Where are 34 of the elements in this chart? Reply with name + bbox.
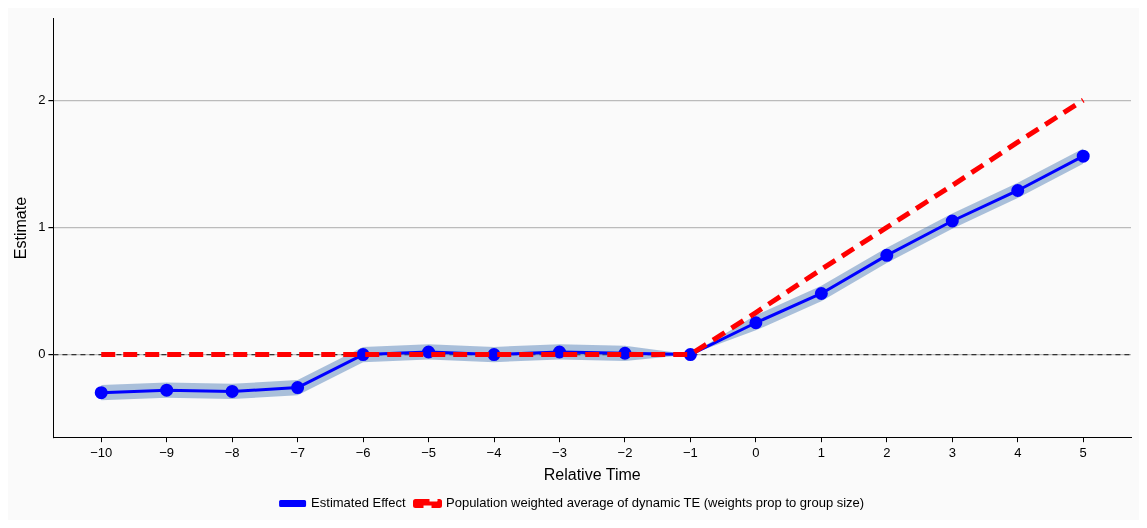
point: [749, 316, 763, 330]
x-tick-label: −10: [90, 444, 113, 460]
x-tick-label: 4: [1014, 444, 1022, 460]
x-tick-label: −9: [159, 444, 175, 460]
y-tick-label: 1: [38, 218, 46, 234]
point: [814, 286, 828, 300]
point: [1076, 149, 1090, 163]
x-tick-label: −5: [421, 444, 436, 460]
x-tick-label: 3: [948, 444, 956, 460]
x-tick-label: −6: [355, 444, 371, 460]
point: [880, 248, 894, 262]
point: [94, 386, 108, 400]
x-tick-label: 5: [1079, 444, 1087, 460]
y-axis-title: Estimate: [12, 196, 30, 260]
point: [160, 383, 174, 397]
x-tick-label: −4: [486, 444, 502, 460]
legend-label: Estimated Effect: [311, 495, 406, 511]
x-tick-label: 0: [752, 444, 760, 460]
x-tick-label: −8: [224, 444, 240, 460]
x-tick-label: −1: [683, 444, 698, 460]
y-tick-label: 0: [38, 346, 46, 362]
x-tick-label: −3: [552, 444, 567, 460]
point: [945, 214, 959, 228]
point: [291, 381, 305, 395]
x-tick-label: 1: [817, 444, 825, 460]
x-tick-label: −7: [290, 444, 306, 460]
point: [225, 384, 239, 398]
y-tick-label: 2: [38, 91, 46, 107]
x-tick-label: −2: [617, 444, 633, 460]
x-tick-label: 2: [883, 444, 891, 460]
legend-label: Population weighted average of dynamic TE (weights prop to group size): [446, 495, 865, 511]
point: [552, 345, 566, 359]
point: [1011, 183, 1025, 197]
x-axis-title: Relative Time: [543, 465, 641, 483]
